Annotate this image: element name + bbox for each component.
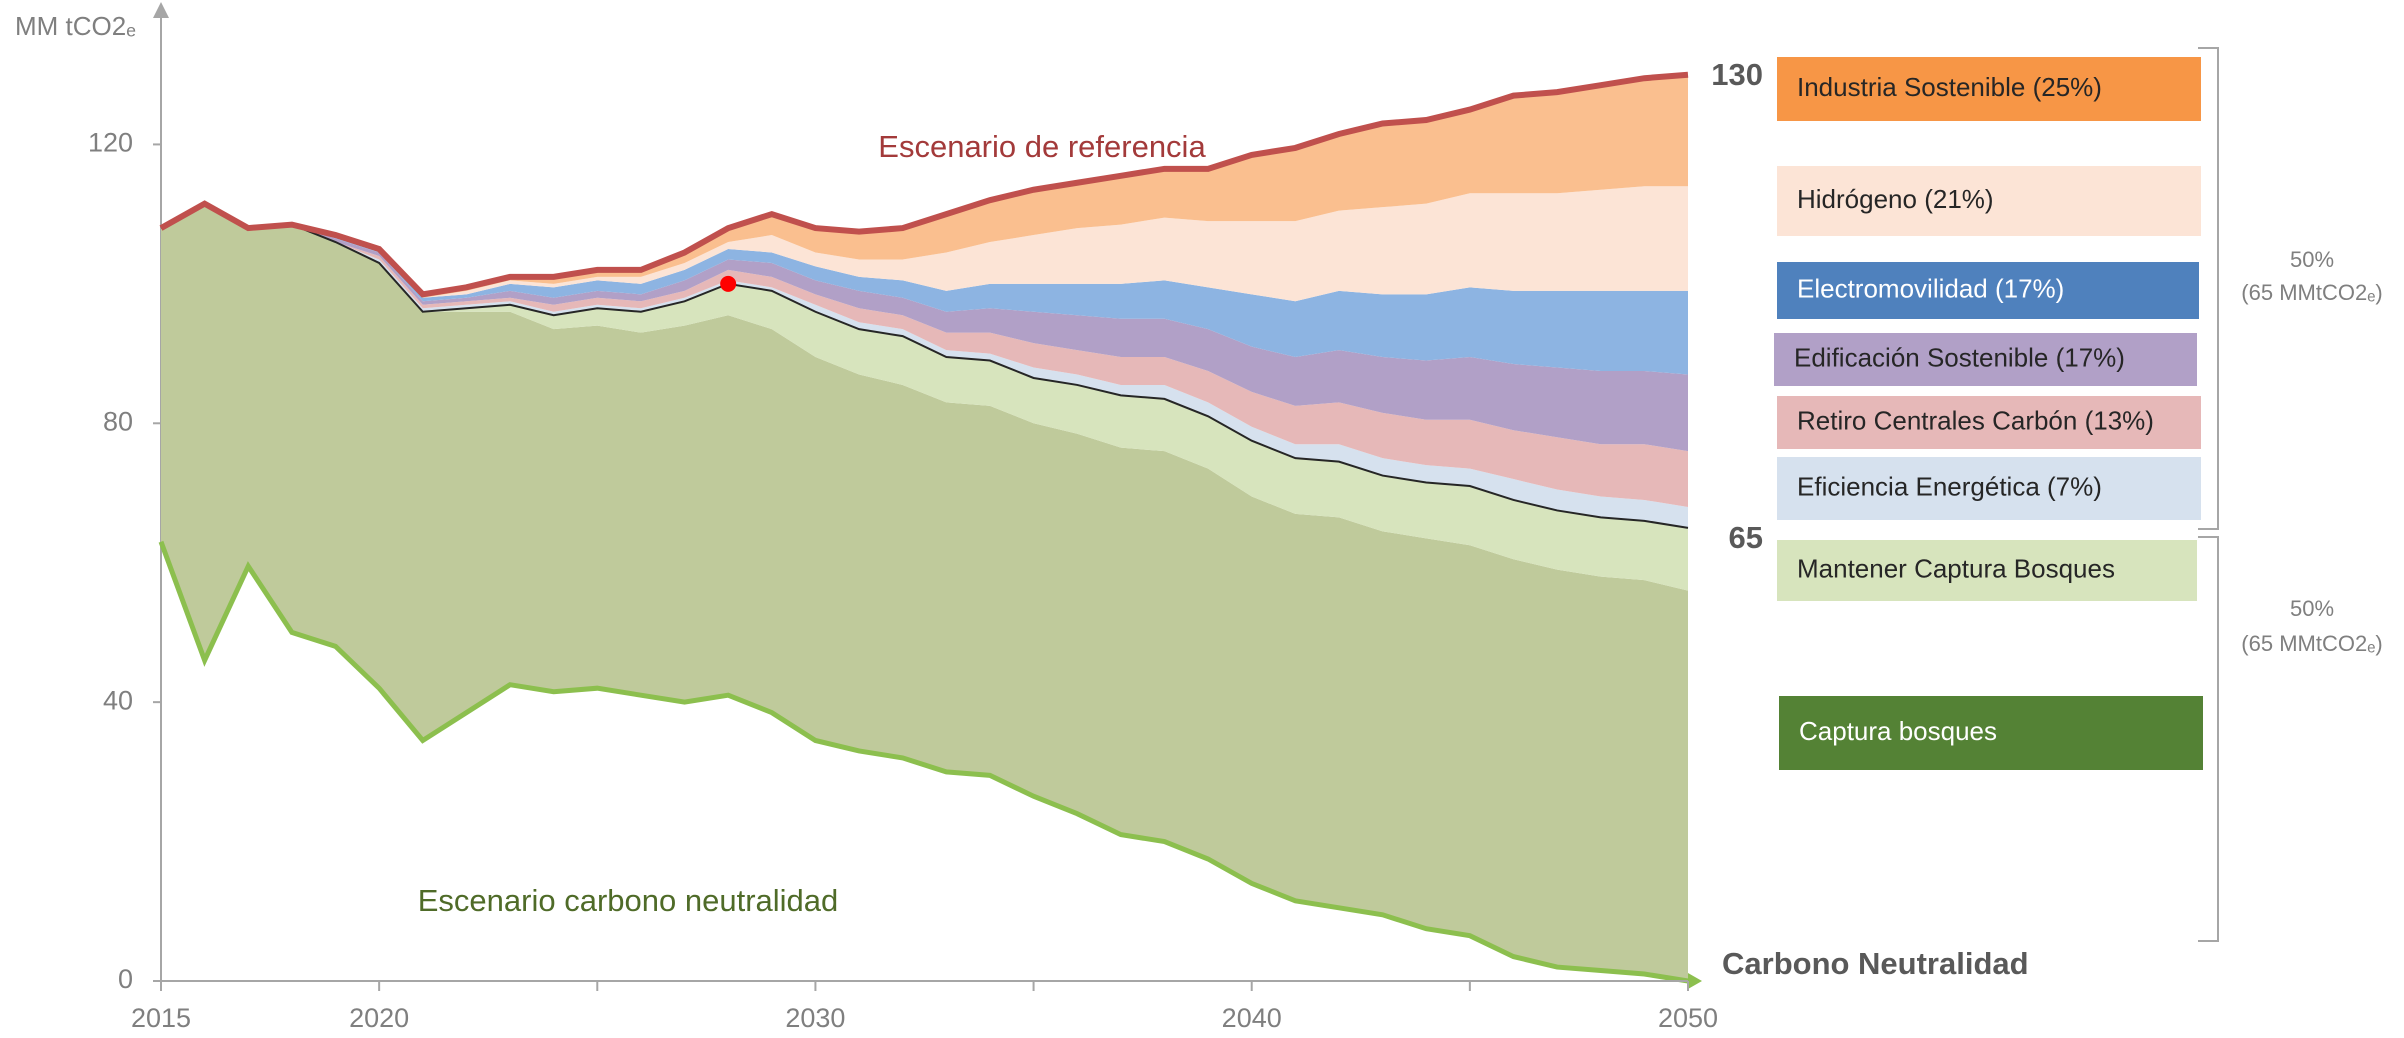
area (161, 203, 1688, 452)
legend-swatch (1777, 57, 2201, 121)
area (161, 203, 1688, 591)
edge-line (160, 202, 1689, 529)
zero-label: Carbono Neutralidad (1722, 946, 2029, 981)
legend-label: Retiro Centrales Carbón (13%) (1797, 405, 2154, 435)
legend-label: Mantener Captura Bosques (1797, 553, 2115, 583)
x-tick-label: 2015 (131, 1003, 191, 1033)
legend-label: Eficiencia Energética (7%) (1797, 471, 2102, 501)
legend-label: Captura bosques (1799, 716, 1997, 746)
end-label: 65 (1729, 520, 1763, 555)
area (161, 74, 1688, 298)
legend-swatch (1777, 540, 2197, 601)
bracket-amount: (65 MMtCO2ₑ) (2241, 631, 2382, 656)
end-label: 130 (1711, 57, 1763, 92)
y-axis-label: MM tCO2ₑ (15, 11, 136, 41)
x-axis-arrow (1688, 973, 1702, 989)
legend-swatch (1779, 696, 2203, 770)
legend-swatch (1777, 262, 2199, 319)
legend-swatch (1774, 333, 2197, 386)
x-tick-label: 2020 (349, 1003, 409, 1033)
x-tick-label: 2030 (785, 1003, 845, 1033)
bracket-amount: (65 MMtCO2ₑ) (2241, 280, 2382, 305)
area (161, 203, 1688, 981)
baseline-label: Escenario carbono neutralidad (418, 883, 839, 918)
legend-swatch (1777, 166, 2201, 236)
legend-swatch (1777, 457, 2201, 520)
reference-label: Escenario de referencia (878, 129, 1206, 164)
line (159, 71, 1689, 298)
y-tick-label: 80 (103, 406, 133, 436)
areas (161, 74, 1688, 981)
area (161, 186, 1688, 302)
bracket (2198, 536, 2219, 942)
area (161, 203, 1688, 375)
legend-label: Industria Sostenible (25%) (1797, 72, 2102, 102)
y-axis-arrow (153, 2, 169, 18)
line (158, 540, 1689, 984)
legend-label: Edificación Sostenible (17%) (1794, 342, 2125, 372)
legend-label: Electromovilidad (17%) (1797, 273, 2064, 303)
x-tick-label: 2050 (1658, 1003, 1718, 1033)
y-tick-label: 0 (118, 964, 133, 994)
legend-label: Hidrógeno (21%) (1797, 184, 1994, 214)
x-tick-label: 2040 (1222, 1003, 1282, 1033)
y-tick-label: 40 (103, 685, 133, 715)
bracket (2198, 47, 2219, 530)
highlight-point (720, 275, 737, 292)
area (161, 203, 1688, 528)
area (161, 203, 1688, 507)
bracket-share: 50% (2290, 596, 2334, 621)
y-tick-label: 120 (88, 128, 133, 158)
legend-swatch (1777, 396, 2201, 449)
bracket-share: 50% (2290, 247, 2334, 272)
